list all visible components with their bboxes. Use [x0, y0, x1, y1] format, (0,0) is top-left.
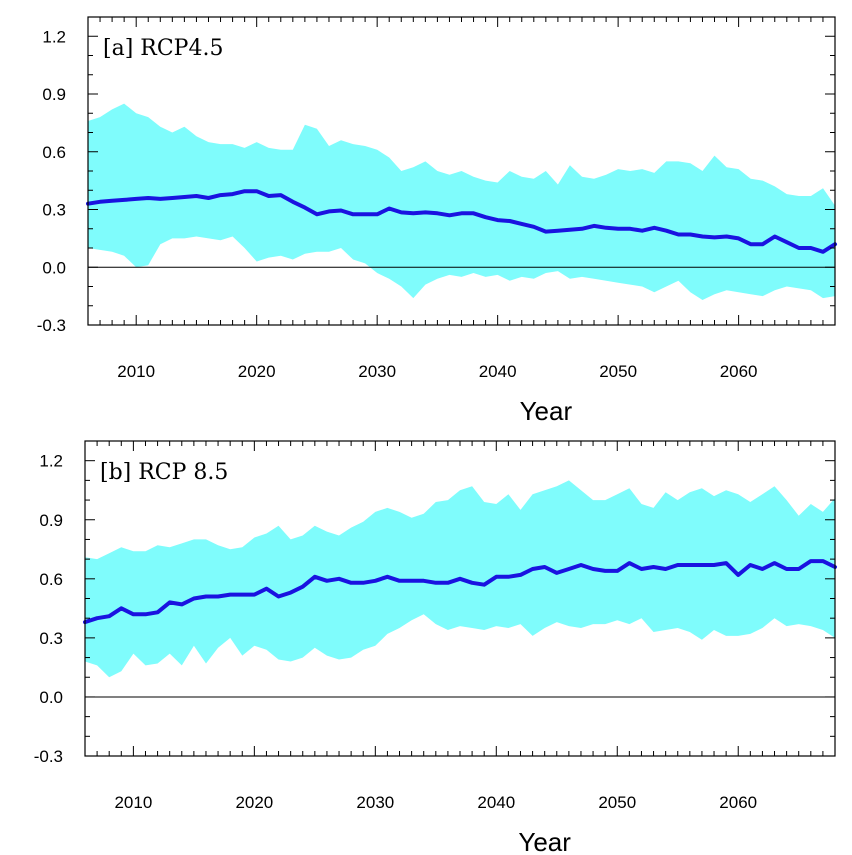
x-tick-label: 2040	[477, 793, 515, 812]
x-tick-label: 2050	[598, 793, 636, 812]
y-tick-label: 0.0	[39, 688, 63, 707]
panel-label: [a] RCP4.5	[103, 36, 223, 61]
x-tick-label: 2040	[479, 362, 517, 381]
x-tick-label: 2010	[117, 362, 155, 381]
x-tick-label: 2030	[356, 793, 394, 812]
panel-rcp45: 2010 2020 2030 2040 2050 2060 -0.3 0.0 0.3 0.6 0.9…	[37, 16, 837, 426]
y-tick-label: 0.3	[39, 629, 63, 648]
x-tick-label: 2030	[358, 362, 396, 381]
x-tick-label: 2010	[114, 793, 152, 812]
x-tick-label: 2060	[719, 793, 757, 812]
x-axis-title: Year	[520, 396, 573, 426]
y-tick-label: 0.3	[42, 201, 66, 220]
spread-band	[88, 103, 835, 300]
y-tick-label: 0.6	[39, 570, 63, 589]
x-tick-label: 2060	[720, 362, 758, 381]
x-tick-label: 2020	[235, 793, 273, 812]
panel-rcp85: 2010 2020 2030 2040 2050 2060 -0.3 0.0 0.3 0.6 0.9…	[34, 440, 837, 855]
x-axis-title: Year	[518, 827, 571, 855]
y-tick-label: -0.3	[37, 316, 66, 335]
panel-label: [b] RCP 8.5	[100, 460, 228, 485]
y-tick-label: 0.0	[42, 258, 66, 277]
y-tick-label: 1.2	[42, 27, 66, 46]
mean-line	[86, 189, 837, 254]
mean-line	[83, 559, 837, 625]
y-tick-label: -0.3	[34, 747, 63, 766]
y-tick-label: 0.6	[42, 143, 66, 162]
y-tick-label: 0.9	[39, 511, 63, 530]
y-tick-label: 0.9	[42, 85, 66, 104]
x-tick-label: 2050	[599, 362, 637, 381]
y-tick-label: 1.2	[39, 452, 63, 471]
x-tick-label: 2020	[238, 362, 276, 381]
